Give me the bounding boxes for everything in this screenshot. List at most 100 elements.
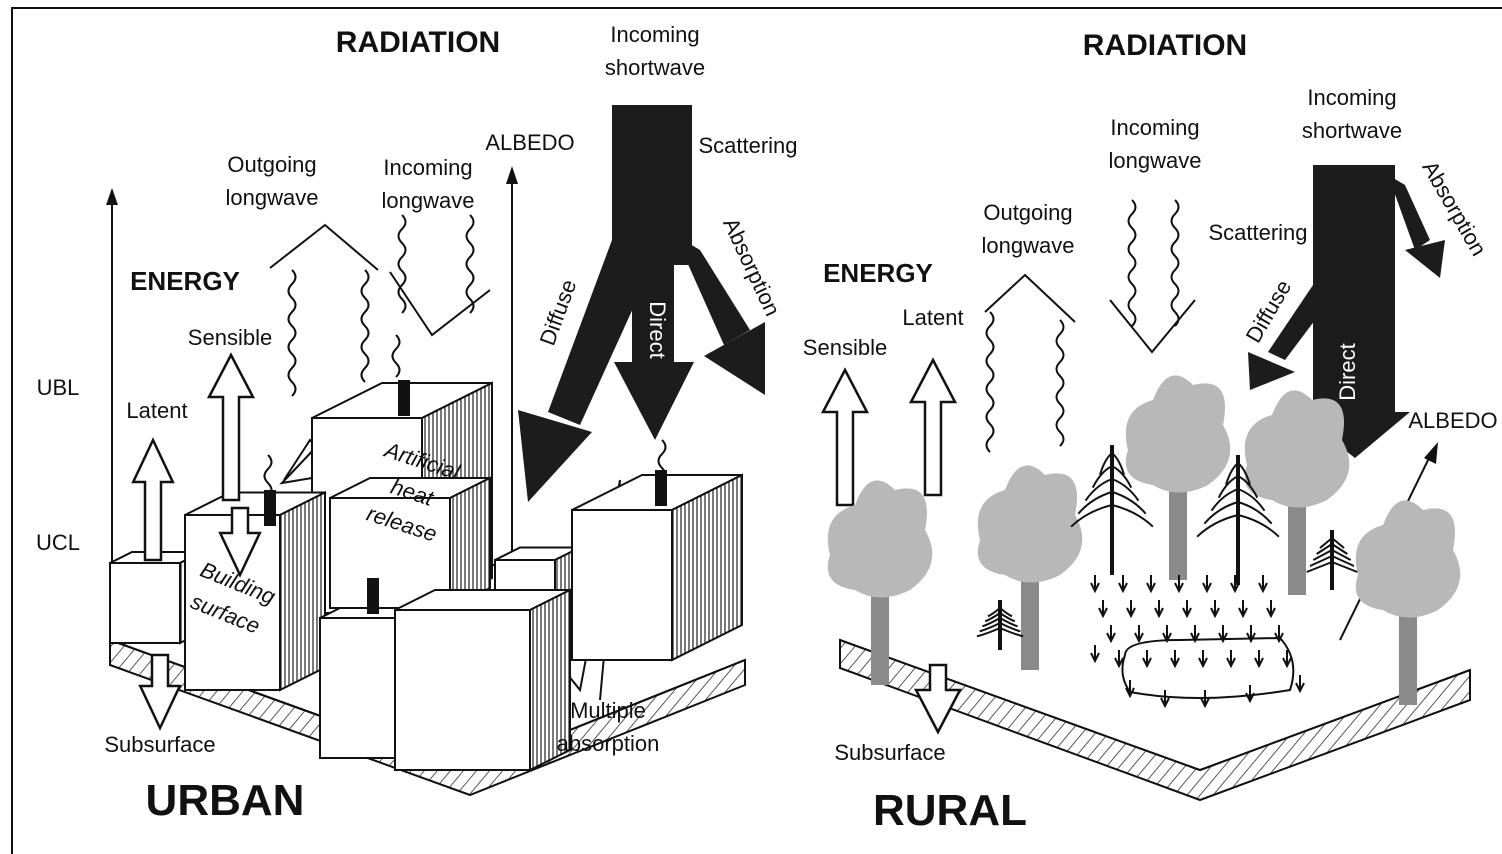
branch	[1196, 514, 1280, 538]
grass	[1182, 600, 1192, 619]
branch	[984, 612, 1016, 623]
grass	[1218, 625, 1228, 644]
branch	[1070, 504, 1154, 528]
urban-ucl: UCL	[36, 530, 80, 555]
energy-arrow	[908, 357, 958, 497]
grass	[1125, 680, 1135, 699]
rural-scattering: Scattering	[1208, 220, 1307, 245]
grass	[1190, 625, 1200, 644]
grass	[1198, 650, 1208, 669]
rural-outgoing-longwave-line: longwave	[982, 233, 1075, 258]
wave	[985, 311, 995, 453]
urban-diffuse: Diffuse	[535, 276, 582, 349]
urban-radiation: RADIATION	[336, 26, 500, 59]
grass	[1090, 645, 1100, 664]
grass	[1118, 575, 1128, 594]
urban-incoming-longwave-line: Incoming	[383, 155, 472, 180]
urban-outgoing-longwave: Outgoing longwave	[226, 152, 319, 210]
grass	[1174, 575, 1184, 594]
chimney	[367, 578, 379, 614]
urban-incoming-shortwave-line: shortwave	[605, 55, 705, 80]
trunk	[1021, 560, 1039, 670]
grass	[1170, 650, 1180, 669]
urban-energy: ENERGY	[130, 266, 240, 296]
rural-latent: Latent	[902, 305, 963, 330]
rural-outgoing-longwave: Outgoing longwave	[982, 200, 1075, 258]
grass	[1230, 575, 1240, 594]
branch	[1203, 501, 1273, 525]
urban-multiple-absorption: Multiple absorption	[557, 698, 660, 756]
chimney	[398, 380, 410, 416]
building	[571, 509, 673, 661]
energy-arrow	[913, 663, 963, 735]
trunk	[871, 575, 889, 685]
wave	[397, 214, 407, 314]
grass	[1274, 625, 1284, 644]
energy-arrow	[131, 437, 175, 562]
branch	[976, 627, 1024, 638]
branch	[1210, 488, 1266, 512]
urban-outgoing-longwave-line: Outgoing	[227, 152, 316, 177]
urban-subsurface: Subsurface	[104, 732, 215, 757]
rural-radiation: RADIATION	[1083, 29, 1247, 62]
drawing	[106, 105, 1471, 802]
grass	[1098, 600, 1108, 619]
energy-arrow	[820, 367, 870, 507]
rural-subsurface: Subsurface	[834, 740, 945, 765]
urban-ubl: UBL	[37, 375, 80, 400]
rural-outgoing-longwave-line: Outgoing	[983, 200, 1072, 225]
urban-sensible: Sensible	[188, 325, 272, 350]
grass	[1134, 625, 1144, 644]
grass	[1246, 625, 1256, 644]
pond	[1121, 636, 1295, 700]
branch	[1306, 561, 1358, 573]
wave	[287, 269, 297, 397]
tree	[827, 480, 933, 598]
building	[319, 617, 396, 759]
urban-incoming-longwave-line: longwave	[382, 188, 475, 213]
grass	[1160, 690, 1170, 709]
frame	[11, 7, 1502, 854]
grass	[1114, 650, 1124, 669]
grass	[1245, 685, 1255, 704]
urban-latent: Latent	[126, 398, 187, 423]
tree	[1125, 375, 1231, 493]
wave	[465, 214, 475, 314]
grass	[1162, 625, 1172, 644]
urban-title: URBAN	[146, 776, 305, 825]
tree	[1244, 390, 1350, 508]
grass	[1295, 675, 1305, 694]
grass	[1200, 690, 1210, 709]
branch	[1312, 549, 1352, 561]
building	[109, 562, 181, 644]
grass	[1238, 600, 1248, 619]
tree	[977, 465, 1083, 583]
urban-incoming-shortwave-line: Incoming	[610, 22, 699, 47]
grass	[1202, 575, 1212, 594]
branch	[1316, 543, 1348, 555]
wave	[391, 334, 401, 378]
branch	[1217, 475, 1259, 499]
urban-albedo: ALBEDO	[485, 130, 574, 155]
energy-arrow	[218, 506, 262, 578]
trunk	[1288, 485, 1306, 595]
grass	[1210, 600, 1220, 619]
rural-direct: Direct	[1335, 343, 1360, 400]
grass	[1266, 600, 1276, 619]
urban-incoming-shortwave: Incoming shortwave	[605, 22, 705, 80]
rural-incoming-shortwave-line: Incoming	[1307, 85, 1396, 110]
chimney	[264, 490, 276, 526]
urban-outgoing-longwave-line: longwave	[226, 185, 319, 210]
rural-incoming-longwave-line: longwave	[1109, 148, 1202, 173]
grass	[1090, 575, 1100, 594]
urban-direct: Direct	[645, 301, 670, 358]
wave	[1170, 199, 1180, 327]
rural-albedo: ALBEDO	[1408, 408, 1497, 433]
rural-energy: ENERGY	[823, 258, 933, 288]
tree	[1355, 500, 1461, 618]
building-side	[449, 476, 491, 610]
grass	[1282, 650, 1292, 669]
wave	[1127, 199, 1137, 327]
grass	[1106, 625, 1116, 644]
